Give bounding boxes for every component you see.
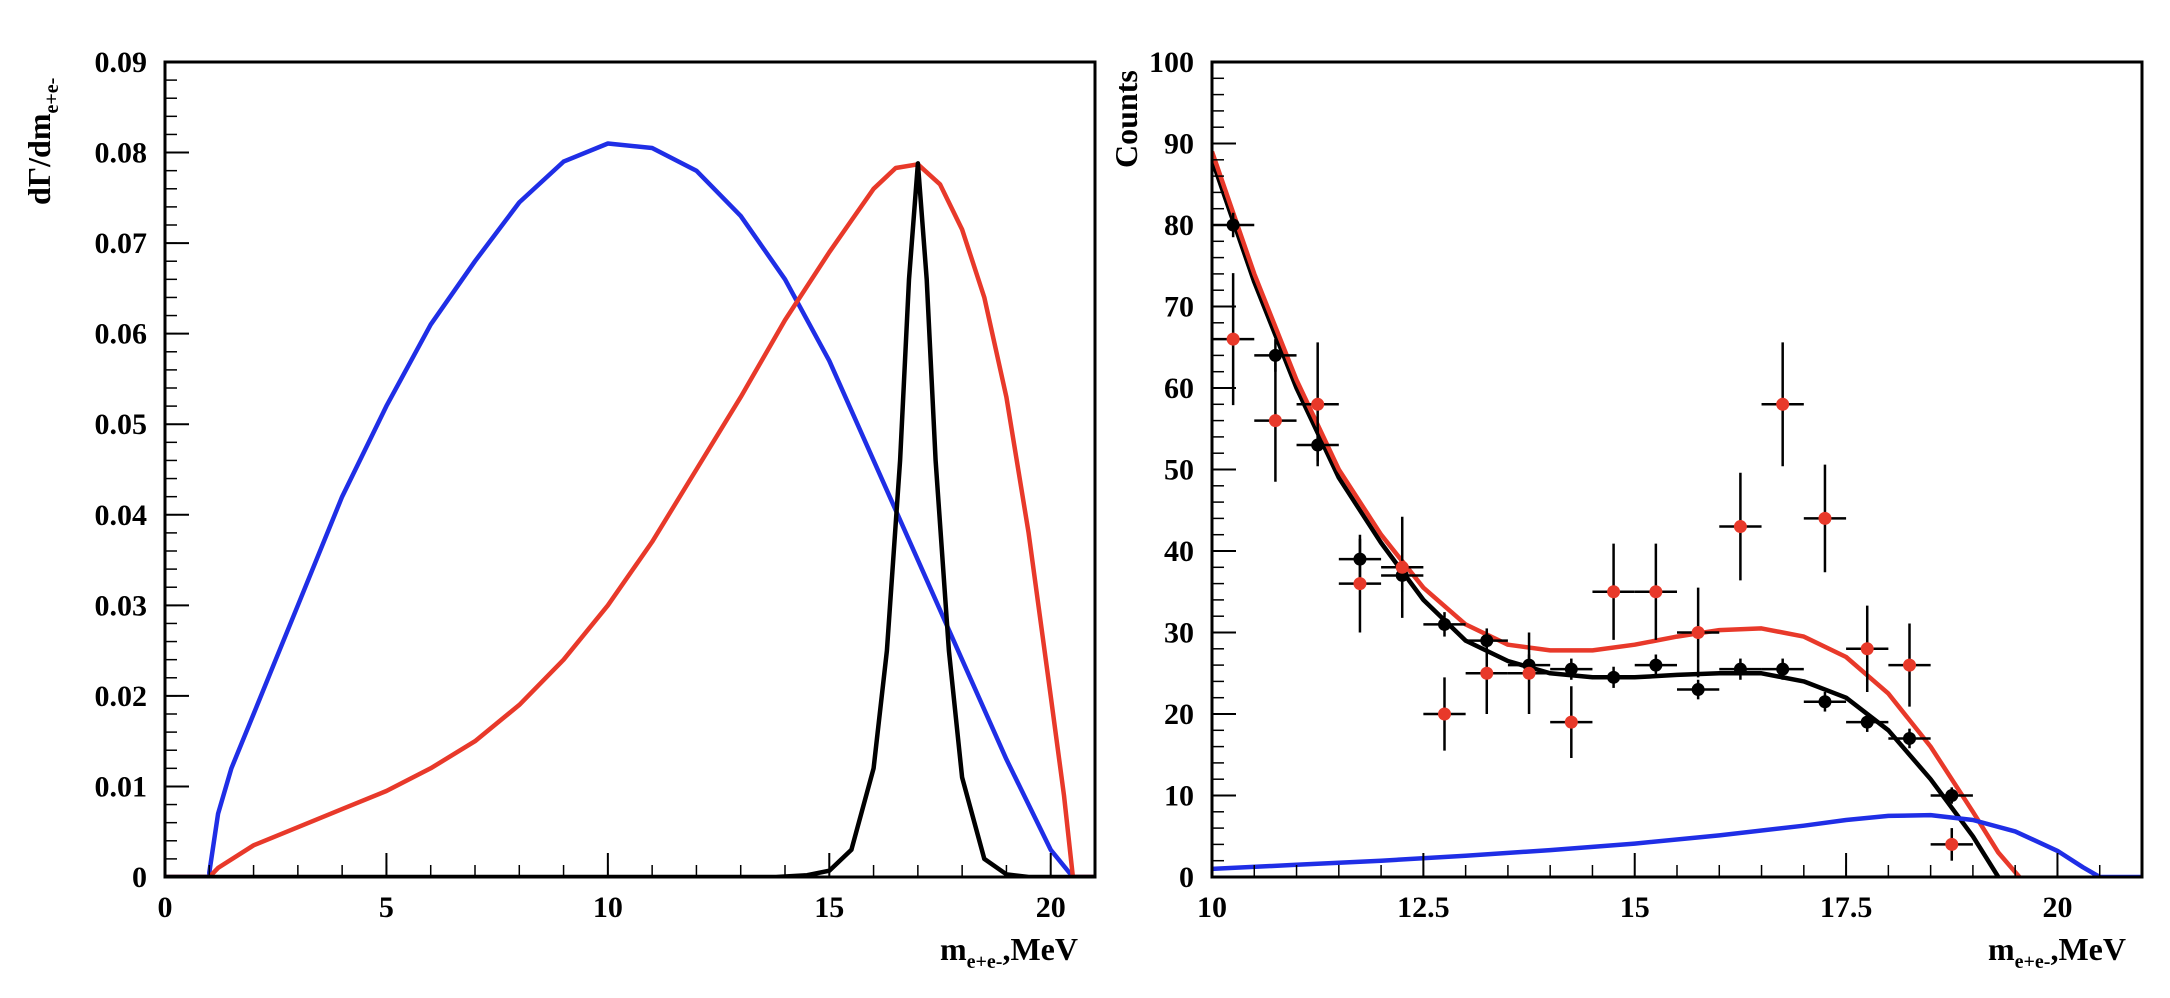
right-points-black-marker — [1423, 612, 1466, 637]
right-points-black-marker — [1888, 728, 1931, 749]
left-xlabel-sub: e+e- — [967, 951, 1003, 973]
right-points-black-marker — [1761, 658, 1804, 680]
right-points-black-marker — [1592, 666, 1635, 688]
right-ytick-label: 80 — [1164, 209, 1194, 242]
right-points-black-marker — [1846, 712, 1889, 732]
right-points-red-marker — [1888, 623, 1931, 707]
left-chart: 0 5 10 15 20 0 0.01 0.02 0.03 0.04 0.05 0.06 0.07 0.0… — [21, 46, 1097, 973]
left-xtick-label: 10 — [593, 891, 623, 924]
left-plot-area — [165, 141, 1095, 877]
right-points-black-marker — [1634, 654, 1677, 676]
left-ytick-label: 0.09 — [95, 46, 148, 79]
right-points-red-marker — [1677, 587, 1720, 678]
right-points-red-marker — [1381, 516, 1424, 618]
right-points-red-marker — [1592, 543, 1635, 640]
right-series-black-fit — [1212, 159, 2001, 877]
left-ytick-label: 0.01 — [95, 770, 148, 803]
right-ytick-label: 50 — [1164, 454, 1194, 487]
left-axis-ticks: 0 5 10 15 20 0 0.01 0.02 0.03 0.04 0.05 0.06 0.07 0.0… — [95, 46, 1096, 924]
right-ylabel: Counts — [1108, 70, 1144, 168]
right-xtick-label: 15 — [1620, 891, 1650, 924]
right-ytick-label: 100 — [1149, 46, 1194, 79]
left-ytick-label: 0.04 — [95, 499, 148, 532]
right-points-black-marker — [1719, 658, 1762, 680]
right-points-red-marker — [1634, 543, 1677, 640]
right-ytick-label: 70 — [1164, 291, 1194, 324]
right-points-black-marker — [1677, 679, 1720, 700]
left-xtick-label: 15 — [814, 891, 844, 924]
right-points-red-marker — [1803, 464, 1847, 573]
right-plot-area — [1212, 150, 2142, 877]
left-series-red — [165, 162, 1095, 877]
right-ytick-label: 40 — [1164, 535, 1194, 568]
right-xtick-label: 20 — [2042, 891, 2072, 924]
right-points-black-marker — [1930, 787, 1973, 804]
right-xlabel-unit: ,MeV — [2050, 931, 2126, 967]
left-xtick-label: 0 — [158, 891, 173, 924]
right-points-red-marker — [1338, 534, 1382, 633]
right-ytick-label: 0 — [1179, 861, 1194, 894]
right-points-red-marker — [1296, 342, 1339, 467]
right-xlabel-main: m — [1988, 931, 2015, 967]
right-series-red-fit — [1212, 150, 2022, 877]
right-xtick-label: 17.5 — [1820, 891, 1873, 924]
right-points-red-marker — [1761, 342, 1804, 467]
right-ytick-label: 30 — [1164, 617, 1194, 650]
right-ytick-label: 20 — [1164, 698, 1194, 731]
right-points-red-marker — [1423, 677, 1466, 751]
left-xtick-label: 5 — [379, 891, 394, 924]
right-points-red-marker — [1465, 632, 1508, 714]
right-ytick-label: 10 — [1164, 780, 1194, 813]
left-xlabel-unit: ,MeV — [1002, 931, 1078, 967]
left-ytick-label: 0.05 — [95, 408, 148, 441]
right-series-blue-fit — [1212, 812, 2142, 877]
right-points-red-marker — [1550, 686, 1593, 759]
right-points-black-marker — [1803, 691, 1847, 712]
right-points-red-marker — [1719, 472, 1762, 581]
right-xlabel: me+e-,MeV — [1988, 931, 2126, 973]
left-series-blue — [165, 141, 1095, 877]
left-xtick-label: 20 — [1036, 891, 1066, 924]
left-ytick-label: 0.03 — [95, 589, 148, 622]
left-ylabel-main: dΓ/dm — [21, 113, 57, 205]
left-ytick-label: 0.07 — [95, 227, 148, 260]
right-xtick-label: 12.5 — [1397, 891, 1450, 924]
left-ylabel: dΓ/dme+e- — [21, 78, 63, 205]
right-ytick-label: 60 — [1164, 372, 1194, 405]
right-points-black-marker — [1550, 658, 1593, 680]
left-series-black — [165, 161, 1095, 877]
left-ylabel-sub: e+e- — [41, 78, 63, 114]
left-xlabel: me+e-,MeV — [940, 931, 1078, 973]
left-ytick-label: 0.06 — [95, 318, 148, 351]
right-points-red-marker — [1254, 359, 1297, 482]
right-xlabel-sub: e+e- — [2015, 951, 2051, 973]
right-points-red-marker — [1930, 828, 1973, 861]
right-xtick-label: 10 — [1197, 891, 1227, 924]
left-xlabel-main: m — [940, 931, 967, 967]
right-plot-frame — [1210, 60, 2144, 879]
right-ytick-label: 90 — [1164, 128, 1194, 161]
left-plot-frame — [163, 60, 1097, 879]
left-ytick-label: 0.02 — [95, 680, 148, 713]
right-points-red-marker — [1507, 632, 1551, 714]
left-ytick-label: 0 — [132, 861, 147, 894]
right-points-red-marker — [1846, 605, 1889, 692]
left-ytick-label: 0.08 — [95, 137, 148, 170]
